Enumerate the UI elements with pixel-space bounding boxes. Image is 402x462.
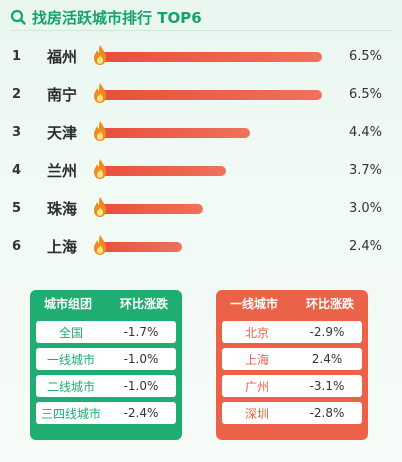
table-row: 全国 -1.7%: [36, 321, 176, 343]
table-cell-city: 广州: [244, 379, 269, 394]
table-cell-city: 一线城市: [46, 352, 95, 367]
table-cell-city: 二线城市: [46, 379, 95, 394]
value-bar: [100, 52, 322, 62]
percent-value: 3.0%: [348, 200, 382, 216]
table-cell-city: 三四线城市: [40, 406, 101, 421]
flame-icon: [94, 45, 106, 65]
city-name: 南宁: [47, 85, 78, 104]
column-header: 环比涨跌: [305, 296, 354, 311]
percent-value: 2.4%: [348, 238, 382, 254]
table-cell-value: -2.9%: [309, 325, 345, 339]
ranking-row: 4 兰州 3.7%: [0, 158, 402, 182]
city-name: 福州: [47, 47, 78, 66]
rank-number: 3: [12, 124, 22, 140]
value-bar: [100, 242, 182, 252]
page-title: 找房活跃城市排行 TOP6: [32, 8, 202, 27]
city-group-table: 城市组团 环比涨跌 全国 -1.7% 一线城市 -1.0% 二线城市 -1.0%…: [30, 290, 182, 440]
table-cell-city: 北京: [244, 325, 269, 340]
bar-track: [92, 196, 332, 220]
bar-track: [92, 158, 332, 182]
table-row: 广州 -3.1%: [222, 375, 362, 397]
city-name: 珠海: [47, 199, 78, 218]
rank-number: 1: [12, 48, 22, 64]
bar-track: [92, 120, 332, 144]
flame-icon: [94, 121, 106, 141]
ranking-row: 6 上海 2.4%: [0, 234, 402, 258]
rank-number: 5: [12, 200, 22, 216]
table-cell-value: -3.1%: [309, 379, 345, 393]
title-bar: 找房活跃城市排行 TOP6: [10, 6, 202, 28]
ranking-row: 5 珠海 3.0%: [0, 196, 402, 220]
flame-icon: [94, 197, 106, 217]
flame-icon: [94, 83, 106, 103]
rank-number: 4: [12, 162, 22, 178]
tier1-city-table: 一线城市 环比涨跌 北京 -2.9% 上海 2.4% 广州 -3.1% 深圳 -…: [216, 290, 368, 440]
table-row: 三四线城市 -2.4%: [36, 402, 176, 424]
table-row: 深圳 -2.8%: [222, 402, 362, 424]
city-name: 兰州: [47, 161, 78, 180]
ranking-row: 2 南宁 6.5%: [0, 82, 402, 106]
ranking-row: 1 福州 6.5%: [0, 44, 402, 68]
divider: [10, 30, 392, 31]
value-bar: [100, 166, 226, 176]
rank-number: 6: [12, 238, 22, 254]
table-cell-value: -1.0%: [123, 379, 159, 393]
city-name: 上海: [47, 237, 78, 256]
table-cell-city: 全国: [58, 325, 83, 340]
flame-icon: [94, 159, 106, 179]
value-bar: [100, 90, 322, 100]
table-row: 一线城市 -1.0%: [36, 348, 176, 370]
search-icon: [10, 9, 26, 25]
column-header: 环比涨跌: [119, 296, 168, 311]
table-row: 北京 -2.9%: [222, 321, 362, 343]
percent-value: 6.5%: [348, 48, 382, 64]
table-cell-city: 深圳: [244, 406, 269, 421]
column-header: 一线城市: [229, 296, 278, 311]
table-cell-value: 2.4%: [311, 352, 343, 366]
table-cell-value: -1.0%: [123, 352, 159, 366]
value-bar: [100, 128, 250, 138]
value-bar: [100, 204, 203, 214]
percent-value: 6.5%: [348, 86, 382, 102]
column-header: 城市组团: [43, 296, 92, 311]
table-row: 二线城市 -1.0%: [36, 375, 176, 397]
flame-icon: [94, 235, 106, 255]
city-name: 天津: [47, 123, 78, 142]
table-header: 一线城市 环比涨跌: [216, 290, 368, 316]
table-cell-value: -2.4%: [123, 406, 159, 420]
percent-value: 3.7%: [348, 162, 382, 178]
table-row: 上海 2.4%: [222, 348, 362, 370]
bar-track: [92, 234, 332, 258]
table-cell-value: -2.8%: [309, 406, 345, 420]
table-cell-value: -1.7%: [123, 325, 159, 339]
table-cell-city: 上海: [244, 352, 269, 367]
table-header: 城市组团 环比涨跌: [30, 290, 182, 316]
ranking-row: 3 天津 4.4%: [0, 120, 402, 144]
bar-track: [92, 44, 332, 68]
percent-value: 4.4%: [348, 124, 382, 140]
rank-number: 2: [12, 86, 22, 102]
bar-track: [92, 82, 332, 106]
